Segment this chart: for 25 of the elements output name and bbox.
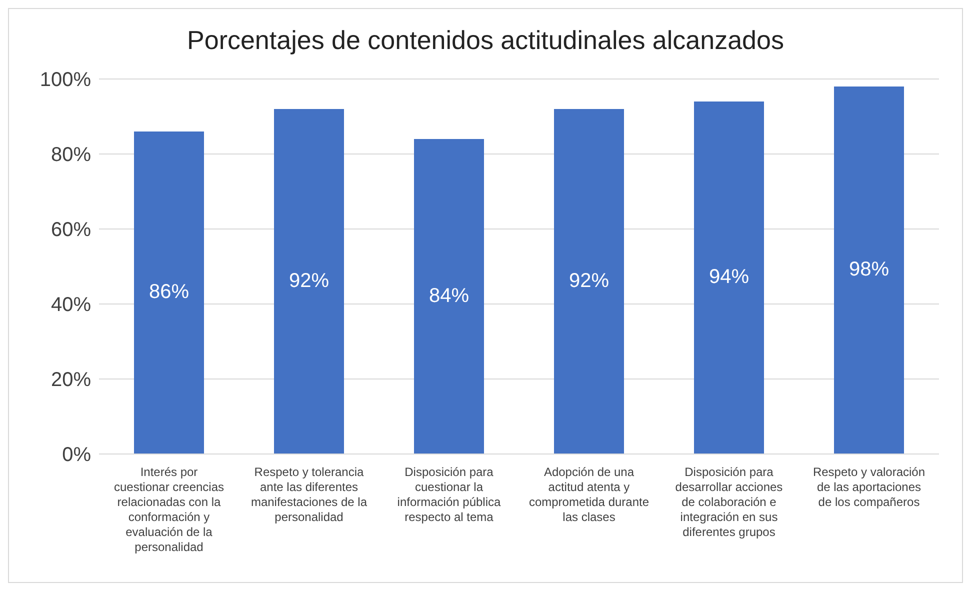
bar <box>834 86 904 454</box>
bar <box>134 132 204 454</box>
x-tick-label: Disposición para cuestionar la información pública respecto al tema <box>397 465 502 524</box>
y-tick-label: 40% <box>50 294 92 316</box>
bar <box>274 109 344 454</box>
y-tick-label: 20% <box>50 369 92 392</box>
y-tick-label: 60% <box>50 219 92 242</box>
x-tick-label: Adopción de una actitud atenta y comprometida durante las clases <box>528 465 650 524</box>
chart-title: Porcentajes de contenidos actitudinales alcanzados <box>186 24 785 57</box>
x-tick-label: Respeto y valoración de las aportaciones de los compañeros <box>812 465 926 509</box>
x-tick-label: Interés por cuestionar creencias relacionadas con la conformación y evaluación de la personalidad <box>114 465 224 554</box>
data-label: 94% <box>708 266 750 288</box>
bar <box>554 109 624 454</box>
data-label: 84% <box>428 284 470 307</box>
data-label: 98% <box>848 258 890 281</box>
bar <box>694 102 764 454</box>
data-label: 86% <box>148 281 190 304</box>
data-label: 92% <box>568 270 610 292</box>
x-tick-label: Disposición para desarrollar acciones de colaboración e integración en sus diferentes grupos <box>675 465 783 539</box>
y-tick-label: 80% <box>50 144 92 166</box>
x-tick-label: Respeto y tolerancia ante las diferentes manifestaciones de la personalidad <box>250 465 368 524</box>
y-tick-label: 0% <box>62 444 92 466</box>
bar <box>414 139 484 454</box>
y-tick-label: 100% <box>40 69 92 92</box>
data-label: 92% <box>288 270 330 292</box>
